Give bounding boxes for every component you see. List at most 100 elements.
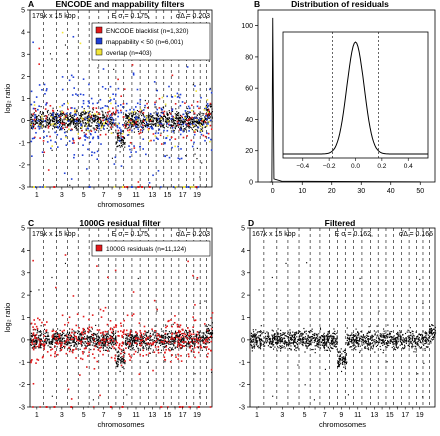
data-point bbox=[48, 117, 50, 119]
filtered-bin bbox=[73, 141, 75, 144]
filtered-bin bbox=[160, 107, 163, 110]
filtered-bin bbox=[71, 107, 73, 109]
data-point bbox=[154, 325, 156, 327]
data-point bbox=[131, 116, 133, 118]
data-point bbox=[80, 335, 82, 337]
data-point bbox=[411, 339, 414, 341]
filtered-bin bbox=[61, 76, 64, 78]
filtered-bin bbox=[176, 120, 179, 123]
data-point bbox=[166, 333, 169, 335]
data-point bbox=[120, 144, 123, 147]
filtered-bin bbox=[185, 336, 187, 339]
data-point bbox=[38, 289, 40, 291]
data-point bbox=[399, 344, 401, 346]
data-point bbox=[124, 333, 127, 335]
data-point bbox=[101, 123, 103, 125]
filtered-bin bbox=[68, 346, 70, 349]
data-point bbox=[121, 356, 123, 358]
data-point bbox=[129, 338, 131, 340]
data-point bbox=[174, 331, 176, 333]
data-point bbox=[153, 331, 155, 333]
filtered-bin bbox=[203, 342, 206, 344]
data-point bbox=[140, 338, 142, 340]
filtered-bin bbox=[56, 125, 59, 128]
data-point bbox=[203, 346, 205, 348]
filtered-bin bbox=[130, 119, 132, 122]
data-point bbox=[341, 361, 344, 364]
filtered-bin bbox=[116, 126, 119, 129]
data-point bbox=[293, 339, 295, 341]
data-point bbox=[395, 333, 398, 335]
data-point bbox=[195, 334, 197, 336]
data-point bbox=[272, 341, 274, 343]
data-point bbox=[152, 117, 154, 119]
data-point bbox=[89, 337, 91, 339]
filtered-bin bbox=[145, 153, 147, 156]
filtered-bin bbox=[106, 111, 109, 114]
data-point bbox=[160, 112, 162, 114]
data-point bbox=[100, 125, 102, 128]
data-point bbox=[74, 123, 76, 125]
data-point bbox=[329, 342, 332, 344]
filtered-bin bbox=[168, 319, 170, 322]
data-point bbox=[137, 338, 139, 340]
data-point bbox=[178, 345, 181, 347]
data-point bbox=[291, 335, 293, 337]
data-point bbox=[165, 125, 168, 127]
data-point bbox=[64, 343, 66, 345]
data-point bbox=[208, 329, 210, 331]
filtered-bin bbox=[44, 93, 46, 95]
data-point bbox=[48, 335, 50, 337]
data-point bbox=[275, 339, 277, 341]
filtered-bin bbox=[197, 406, 200, 408]
filtered-bin bbox=[57, 343, 59, 345]
filtered-bin bbox=[61, 88, 64, 91]
data-point bbox=[117, 359, 119, 361]
data-point bbox=[50, 119, 52, 121]
data-point bbox=[57, 335, 59, 338]
data-point bbox=[121, 130, 124, 132]
panel-letter: A bbox=[28, 0, 34, 9]
data-point bbox=[137, 277, 139, 280]
filtered-bin bbox=[70, 406, 73, 408]
data-point bbox=[168, 121, 170, 123]
filtered-bin bbox=[196, 337, 198, 340]
filtered-bin bbox=[160, 406, 163, 408]
legend-swatch bbox=[95, 37, 103, 45]
filtered-bin bbox=[141, 339, 144, 341]
data-point bbox=[174, 339, 176, 341]
data-point bbox=[160, 352, 162, 354]
filtered-bin bbox=[49, 104, 52, 107]
data-point bbox=[209, 105, 211, 108]
data-point bbox=[140, 120, 142, 122]
data-point bbox=[107, 332, 109, 334]
filtered-bin bbox=[76, 313, 79, 316]
data-point bbox=[56, 126, 58, 129]
data-point bbox=[119, 370, 121, 373]
filtered-bin bbox=[193, 133, 196, 136]
data-point bbox=[46, 338, 48, 340]
filtered-bin bbox=[124, 360, 126, 362]
data-point bbox=[196, 337, 198, 339]
data-point bbox=[280, 341, 282, 343]
filtered-bin bbox=[90, 97, 93, 100]
data-point bbox=[185, 155, 187, 157]
filtered-bin bbox=[134, 125, 137, 128]
data-point bbox=[97, 118, 99, 121]
data-point bbox=[176, 114, 178, 117]
filtered-bin bbox=[188, 130, 190, 132]
data-point bbox=[199, 340, 201, 342]
data-point bbox=[182, 332, 184, 335]
data-point bbox=[187, 116, 189, 118]
data-point bbox=[77, 129, 79, 131]
data-point bbox=[188, 345, 190, 347]
data-point bbox=[250, 340, 252, 342]
data-point bbox=[32, 329, 34, 331]
filtered-bin bbox=[39, 342, 41, 344]
y-tick-label: -2 bbox=[19, 162, 25, 169]
filtered-bin bbox=[117, 123, 119, 125]
data-point bbox=[90, 330, 92, 333]
filtered-bin bbox=[128, 353, 130, 356]
data-point bbox=[61, 332, 64, 334]
data-point bbox=[201, 112, 203, 115]
